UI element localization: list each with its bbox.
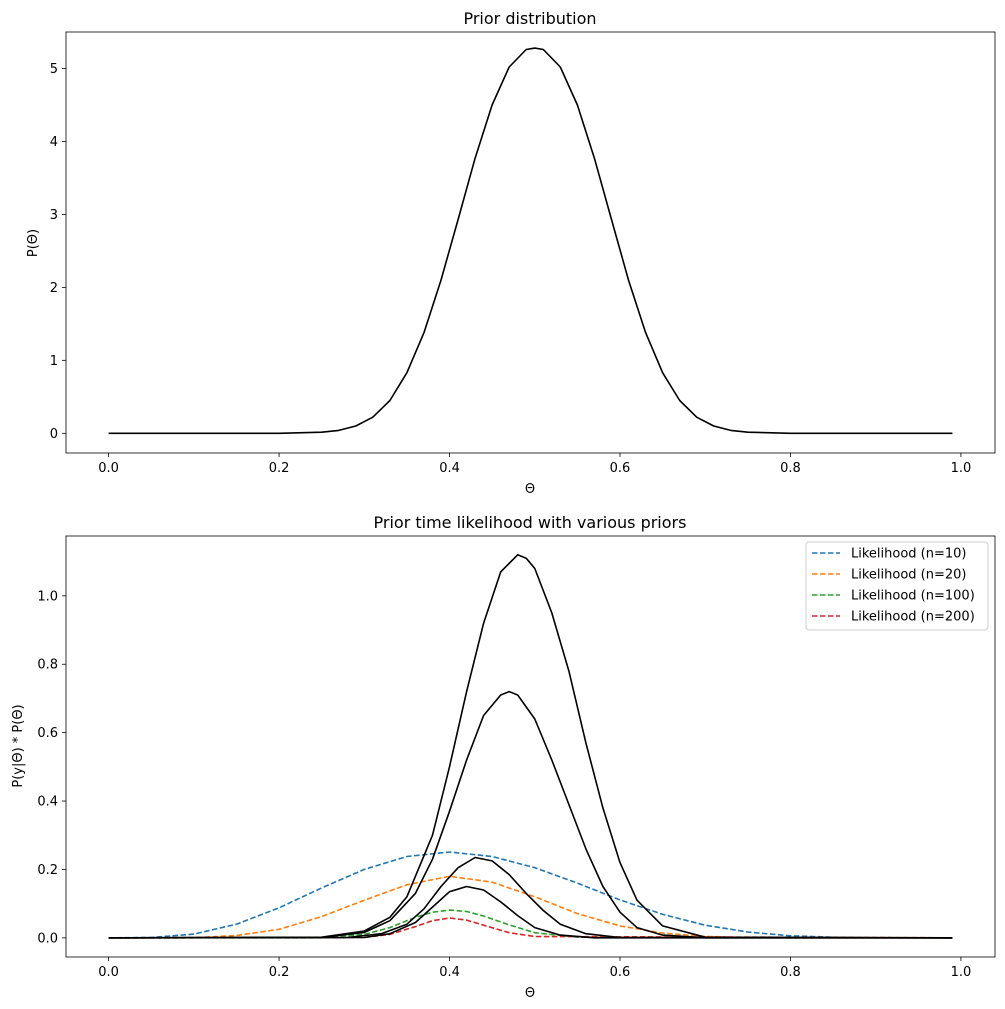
- x-tick-label: 0.6: [610, 461, 631, 476]
- axes-frame: [65, 31, 996, 454]
- legend: Likelihood (n=10) Likelihood (n=20) Likeli…: [805, 541, 989, 631]
- x-tick-label: 0.4: [439, 461, 460, 476]
- x-axis-label: Θ: [525, 482, 535, 497]
- legend-item: Likelihood (n=200): [812, 610, 975, 625]
- y-tick-label: 3: [50, 208, 58, 223]
- y-axis-label: P(Θ): [26, 229, 41, 257]
- x-tick-label: 0.2: [269, 461, 290, 476]
- y-axis-ticks: 0.0 0.2 0.4 0.6 0.8 1.0: [37, 589, 66, 946]
- legend-label: Likelihood (n=10): [851, 547, 967, 562]
- series-line-6: [108, 856, 953, 939]
- legend-item: Likelihood (n=20): [812, 568, 967, 583]
- prior-times-likelihood-chart: Prior time likelihood with various prior…: [11, 513, 996, 1001]
- likelihood-line-2: [108, 909, 953, 939]
- legend-label: Likelihood (n=200): [851, 610, 975, 625]
- y-tick-label: 0.6: [37, 726, 58, 741]
- axes-frame: [65, 535, 996, 958]
- y-tick-label: 5: [50, 62, 58, 77]
- plot-lines: [108, 47, 953, 435]
- legend-item: Likelihood (n=100): [812, 589, 975, 604]
- series-line-5: [108, 690, 953, 939]
- chart-title: Prior time likelihood with various prior…: [374, 513, 687, 532]
- x-tick-label: 0.6: [610, 965, 631, 980]
- y-axis-ticks: 0 1 2 3 4 5: [50, 62, 66, 442]
- series-line-4: [108, 553, 953, 939]
- x-axis-ticks: 0.0 0.2 0.4 0.6 0.8 1.0: [98, 957, 971, 980]
- prior-distribution-chart: Prior distribution 0.0 0.2 0.4 0.6 0.8 1.0 0 1…: [26, 9, 996, 497]
- chart-title: Prior distribution: [463, 9, 596, 28]
- y-tick-label: 0.2: [37, 863, 58, 878]
- x-tick-label: 0.8: [780, 965, 801, 980]
- y-tick-label: 0: [50, 427, 58, 442]
- legend-label: Likelihood (n=20): [851, 568, 967, 583]
- series-line-0: [108, 47, 953, 435]
- likelihood-line-0: [108, 851, 953, 939]
- legend-box: [805, 541, 989, 631]
- x-tick-label: 1.0: [951, 461, 972, 476]
- series-line-7: [108, 885, 953, 939]
- x-axis-ticks: 0.0 0.2 0.4 0.6 0.8 1.0: [98, 453, 971, 476]
- x-tick-label: 0.4: [439, 965, 460, 980]
- x-tick-label: 1.0: [951, 965, 972, 980]
- plot-lines: [108, 553, 953, 939]
- y-tick-label: 4: [50, 135, 58, 150]
- legend-item: Likelihood (n=10): [812, 547, 967, 562]
- legend-label: Likelihood (n=100): [851, 589, 975, 604]
- x-axis-label: Θ: [525, 986, 535, 1001]
- x-tick-label: 0.2: [269, 965, 290, 980]
- x-tick-label: 0.0: [98, 965, 119, 980]
- x-tick-label: 0.0: [98, 461, 119, 476]
- x-tick-label: 0.8: [780, 461, 801, 476]
- y-tick-label: 2: [50, 281, 58, 296]
- y-tick-label: 0.0: [37, 931, 58, 946]
- y-tick-label: 1.0: [37, 589, 58, 604]
- y-tick-label: 0.4: [37, 795, 58, 810]
- y-tick-label: 1: [50, 354, 58, 369]
- y-tick-label: 0.8: [37, 658, 58, 673]
- y-axis-label: P(y|Θ) * P(Θ): [11, 704, 26, 787]
